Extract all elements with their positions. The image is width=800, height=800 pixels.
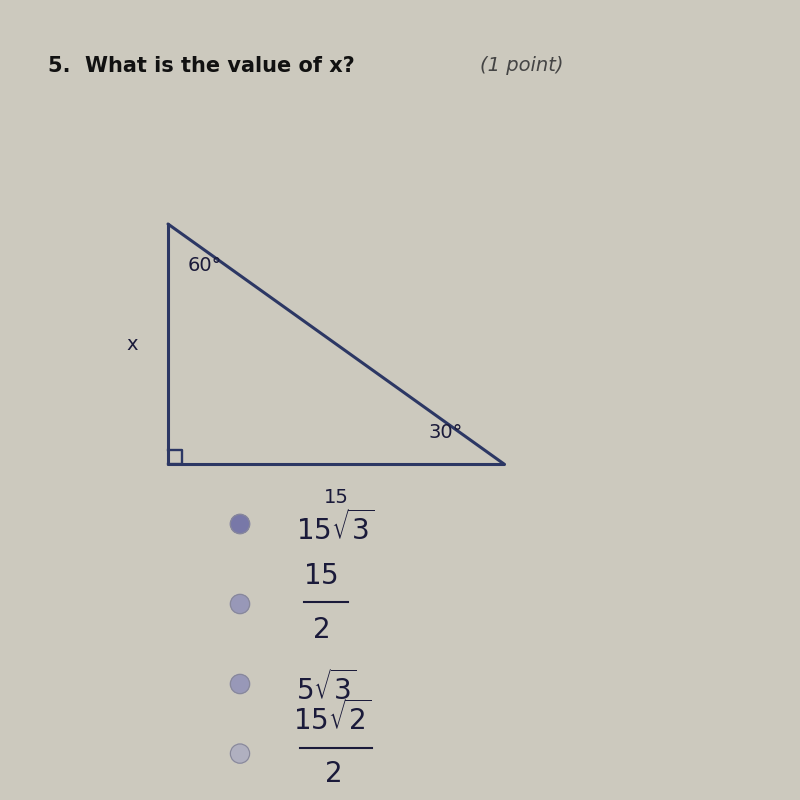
Text: $15\sqrt{3}$: $15\sqrt{3}$ — [296, 510, 374, 546]
Text: $2$: $2$ — [311, 616, 329, 644]
Text: 60°: 60° — [188, 256, 222, 275]
Circle shape — [230, 744, 250, 763]
Text: 5.  What is the value of x?: 5. What is the value of x? — [48, 56, 354, 76]
Circle shape — [230, 514, 250, 534]
Text: x: x — [126, 334, 138, 354]
Text: $15$: $15$ — [302, 562, 338, 590]
Text: $2$: $2$ — [323, 760, 341, 788]
Text: 15: 15 — [323, 488, 349, 507]
Text: $5\sqrt{3}$: $5\sqrt{3}$ — [296, 670, 357, 706]
Text: 30°: 30° — [428, 422, 462, 442]
Text: $15\sqrt{2}$: $15\sqrt{2}$ — [293, 700, 371, 736]
Text: (1 point): (1 point) — [480, 56, 563, 75]
Circle shape — [230, 594, 250, 614]
Circle shape — [230, 674, 250, 694]
